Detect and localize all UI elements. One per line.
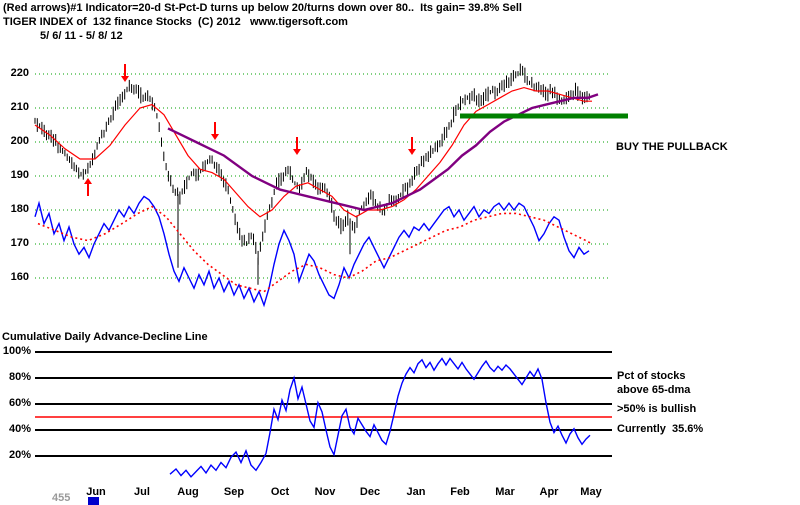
month-label: Dec (359, 486, 381, 498)
price-axis-label: 160 (10, 271, 29, 283)
purple-ma-line (167, 93, 599, 212)
percent-axis-label: 60% (8, 397, 31, 409)
month-label: Mar (495, 486, 515, 498)
month-label: Jan (406, 486, 426, 498)
price-axis-label: 210 (10, 101, 29, 113)
above-65dma-label: above 65-dma (617, 384, 691, 396)
month-label: Feb (450, 486, 470, 498)
price-axis-label: 190 (10, 169, 29, 181)
buy-pullback-annotation: BUY THE PULLBACK (616, 141, 728, 153)
x-axis-months: Jun Jul Aug Sep Oct Nov Dec Jan Feb Mar Apr May (0, 486, 800, 500)
signal-arrow-head (84, 178, 92, 184)
month-label: Jun (86, 486, 106, 498)
month-label: Nov (314, 486, 336, 498)
price-axis-label: 180 (10, 203, 29, 215)
month-label: Jul (134, 486, 150, 498)
pct-above-65dma-line (169, 357, 591, 478)
month-label: Aug (177, 486, 199, 498)
signal-arrow-head (121, 76, 129, 82)
percent-axis-label: 80% (8, 371, 31, 383)
current-value-label: Currently 35.6% (617, 423, 704, 435)
bullish-threshold-label: >50% is bullish (617, 403, 697, 415)
price-axis-label: 170 (10, 237, 29, 249)
signal-arrow-head (211, 134, 219, 140)
month-label: Sep (223, 486, 245, 498)
scrollbar-thumb[interactable] (88, 497, 99, 505)
partial-scroll-number: 455 (52, 492, 71, 504)
pct-stocks-label: Pct of stocks (617, 370, 686, 382)
month-label: Apr (539, 486, 559, 498)
red-dotted-ma-line (37, 205, 593, 293)
date-range-label: 5/ 6/ 11 - 5/ 8/ 12 (40, 30, 123, 42)
ad-line-label: Cumulative Daily Advance-Decline Line (2, 331, 208, 343)
chart-title-line2: TIGER INDEX of 132 finance Stocks (C) 20… (3, 16, 348, 28)
price-axis-label: 220 (10, 67, 29, 79)
signal-arrow-head (408, 149, 416, 155)
month-label: May (580, 486, 602, 498)
percent-axis-label: 20% (8, 449, 31, 461)
percent-axis-label: 40% (8, 423, 31, 435)
price-y-axis: 220 210 200 190 180 170 160 (0, 0, 31, 505)
percent-y-axis: 100% 80% 60% 40% 20% (0, 0, 33, 505)
month-label: Oct (270, 486, 290, 498)
red-ma-line (34, 86, 592, 218)
price-axis-label: 200 (10, 135, 29, 147)
chart-title-line1: (Red arrows)#1 Indicator=20-d St-Pct-D t… (3, 2, 522, 14)
advance-decline-line (34, 195, 590, 308)
percent-axis-label: 100% (2, 345, 31, 357)
signal-arrow-head (293, 149, 301, 155)
